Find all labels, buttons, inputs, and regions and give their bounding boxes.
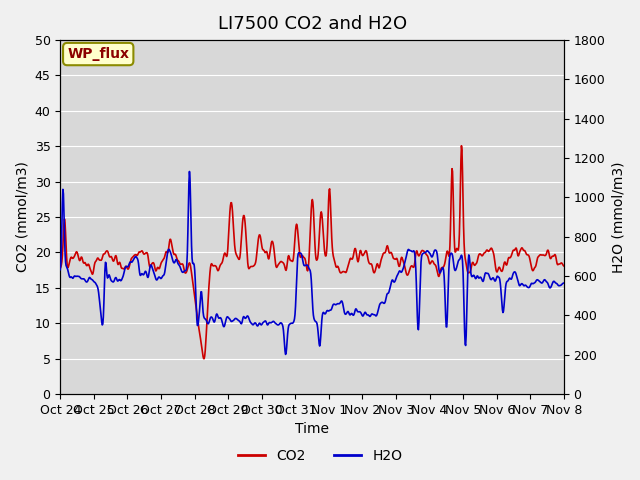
X-axis label: Time: Time (295, 422, 329, 436)
Title: LI7500 CO2 and H2O: LI7500 CO2 and H2O (218, 15, 406, 33)
Text: WP_flux: WP_flux (67, 47, 129, 61)
Y-axis label: H2O (mmol/m3): H2O (mmol/m3) (611, 161, 625, 273)
Y-axis label: CO2 (mmol/m3): CO2 (mmol/m3) (15, 162, 29, 273)
Legend: CO2, H2O: CO2, H2O (232, 443, 408, 468)
